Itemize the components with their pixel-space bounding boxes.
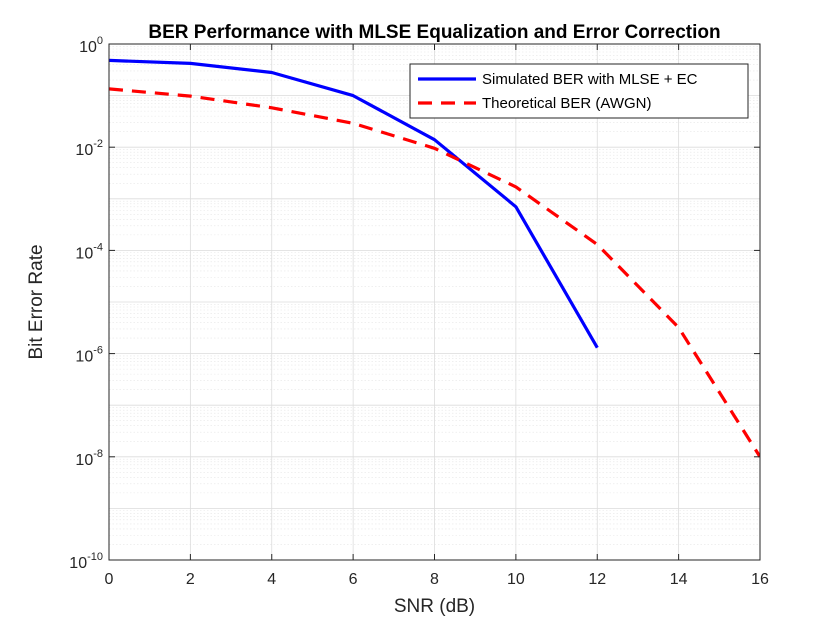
x-tick-label: 6: [349, 571, 358, 588]
legend-label-2: Theoretical BER (AWGN): [482, 95, 651, 112]
y-axis-label: Bit Error Rate: [26, 244, 47, 359]
legend-label-1: Simulated BER with MLSE + EC: [482, 71, 698, 88]
legend: Simulated BER with MLSE + EC Theoretical …: [409, 63, 749, 119]
x-tick-label: 4: [267, 571, 276, 588]
x-tick-label: 10: [507, 571, 525, 588]
x-tick-label: 2: [186, 571, 195, 588]
y-tick-label: 10-10: [69, 551, 103, 572]
y-tick-label: 10-2: [75, 138, 103, 159]
x-tick-label: 8: [430, 571, 439, 588]
x-tick-label: 16: [751, 571, 769, 588]
x-axis-label: SNR (dB): [394, 596, 475, 617]
y-tick-label: 10-4: [75, 241, 103, 262]
series-line-1: [109, 58, 599, 349]
y-tick-label: 10-8: [75, 448, 103, 469]
grid: [108, 43, 761, 561]
y-tick-label: 100: [79, 35, 103, 56]
y-tick-label: 10-6: [75, 345, 103, 366]
chart-title: BER Performance with MLSE Equalization a…: [148, 22, 720, 43]
legend-box: [409, 63, 749, 119]
x-tick-label: 12: [588, 571, 606, 588]
series-line-2: [109, 87, 760, 458]
x-tick-label: 0: [105, 571, 114, 588]
x-tick-label: 14: [670, 571, 688, 588]
series-layer: [109, 58, 760, 458]
tick-labels: 0 2 4 6 8 10 12 14 16 10-10 10-8 10-6 10-4 10-2 100: [69, 35, 769, 588]
